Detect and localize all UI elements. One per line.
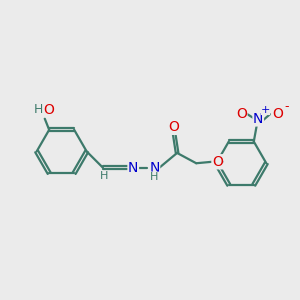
Text: H: H [34,103,44,116]
Text: N: N [253,112,263,126]
Text: N: N [128,161,138,175]
Text: +: + [261,105,270,115]
Text: H: H [100,172,109,182]
Text: H: H [150,172,159,182]
Text: O: O [212,155,223,169]
Text: N: N [149,161,160,175]
Text: O: O [43,103,54,117]
Text: -: - [284,100,288,113]
Text: O: O [272,107,283,121]
Text: O: O [169,120,180,134]
Text: O: O [236,107,247,121]
